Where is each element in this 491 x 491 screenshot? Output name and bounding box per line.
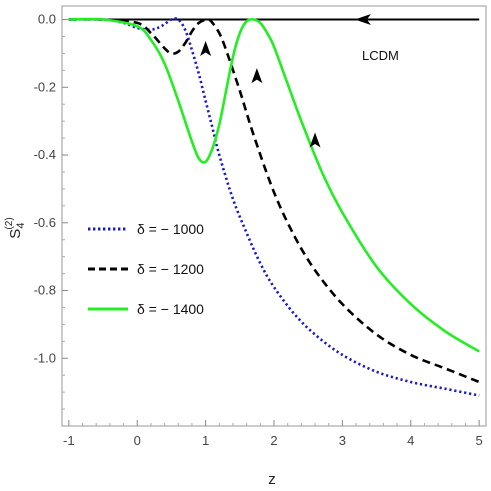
svg-text:S4(2): S4(2): [4, 217, 27, 238]
series-layer: [68, 17, 480, 397]
x-tick-label: 1: [202, 433, 209, 448]
lcdm-annotation: LCDM: [362, 48, 399, 63]
plot-border: [61, 5, 487, 427]
x-tick-label: -1: [63, 433, 75, 448]
y-tick-label: -0.2: [34, 79, 56, 94]
legend-label: δ = − 1400: [137, 301, 204, 317]
direction-arrow-icon: [354, 14, 371, 26]
series-line-delta-1400: [68, 17, 480, 353]
y-tick-label: -1.0: [34, 350, 56, 365]
arrow-layer: [200, 14, 371, 148]
legend-label: δ = − 1000: [137, 221, 204, 237]
x-tick-label: 5: [476, 433, 483, 448]
legend: δ = − 1000 δ = − 1200 δ = − 1400: [88, 221, 204, 317]
direction-arrow-icon: [200, 41, 212, 57]
x-tick-label: 2: [270, 433, 277, 448]
y-tick-label: -0.8: [34, 283, 56, 298]
y-axis-title: S4(2): [4, 217, 27, 238]
y-tick-label: 0.0: [38, 12, 56, 27]
y-tick-label: -0.6: [34, 215, 56, 230]
series-line-delta-1000: [68, 17, 480, 397]
x-tick-label: 3: [339, 433, 346, 448]
y-axis-title-sub: 4: [15, 223, 27, 229]
y-axis-title-main: S: [7, 229, 24, 239]
y-axis-title-sup: (2): [4, 217, 15, 229]
x-tick-label: 4: [407, 433, 414, 448]
x-axis-title: z: [268, 471, 276, 488]
y-tick-label: -0.4: [34, 147, 56, 162]
direction-arrow-icon: [309, 132, 321, 148]
x-tick-label: 0: [134, 433, 141, 448]
series-line-delta-1200: [68, 17, 480, 384]
plot-frame: [61, 5, 487, 427]
direction-arrow-icon: [251, 68, 263, 84]
legend-label: δ = − 1200: [137, 261, 204, 277]
axes: -1 0 1 2 3 4 5 0.0 -0.2 -0.4 -0.6 -0.8 -1.0: [34, 12, 483, 448]
